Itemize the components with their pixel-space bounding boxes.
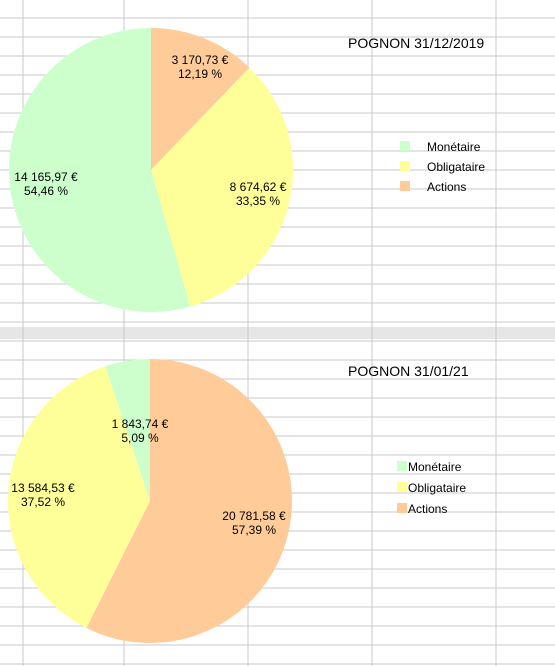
pie-slices xyxy=(7,359,292,643)
chart-title: POGNON 31/12/2019 xyxy=(348,35,484,51)
pie-slice-labels: 3 170,73 € 12,19 % 8 674,62 € 33,35 % 14… xyxy=(14,53,286,208)
legend-label-actions: Actions xyxy=(427,180,466,194)
pie-chart-2019-svg: POGNON 31/12/2019 3 170,73 € 12,19 % 8 6… xyxy=(9,28,485,312)
legend-label-actions: Actions xyxy=(408,502,447,516)
legend-swatch-obligataire xyxy=(400,161,410,171)
legend-label-obligataire: Obligataire xyxy=(427,160,485,174)
slice-value-label-obligataire: 13 584,53 € xyxy=(11,481,75,495)
pie-chart-2021-svg: POGNON 31/01/21 20 781,58 € 57,39 % 13 5… xyxy=(7,359,469,643)
legend-swatch-obligataire xyxy=(397,482,407,492)
legend-label-obligataire: Obligataire xyxy=(408,481,466,495)
pie-slice-obligataire[interactable] xyxy=(151,67,294,307)
pie-slice-labels: 20 781,58 € 57,39 % 13 584,53 € 37,52 % … xyxy=(11,417,286,537)
legend-label-monetaire: Monétaire xyxy=(427,140,481,154)
slice-value-label-monetaire: 1 843,74 € xyxy=(112,417,169,431)
pie-chart-2019[interactable]: POGNON 31/12/2019 3 170,73 € 12,19 % 8 6… xyxy=(0,0,555,326)
sheet-row-band xyxy=(0,327,555,339)
legend-swatch-actions xyxy=(397,503,407,513)
pie-slice-monetaire[interactable] xyxy=(9,28,191,312)
chart-title: POGNON 31/01/21 xyxy=(348,363,469,379)
slice-value-label-obligataire: 8 674,62 € xyxy=(230,180,287,194)
slice-value-label-actions: 3 170,73 € xyxy=(172,53,229,67)
slice-percent-label-actions: 12,19 % xyxy=(178,67,222,81)
legend-label-monetaire: Monétaire xyxy=(408,460,462,474)
legend-swatch-monetaire xyxy=(397,461,407,471)
pie-slice-monetaire[interactable] xyxy=(105,359,150,501)
slice-value-label-monetaire: 14 165,97 € xyxy=(14,170,78,184)
pie-slice-obligataire[interactable] xyxy=(7,366,150,628)
chart-legend: Monétaire Obligataire Actions xyxy=(400,140,485,194)
legend-swatch-actions xyxy=(400,181,410,191)
slice-percent-label-monetaire: 5,09 % xyxy=(121,431,159,445)
pie-chart-2021[interactable]: POGNON 31/01/21 20 781,58 € 57,39 % 13 5… xyxy=(0,340,555,660)
slice-percent-label-obligataire: 37,52 % xyxy=(21,495,65,509)
chart-legend: Monétaire Obligataire Actions xyxy=(397,460,466,516)
slice-value-label-actions: 20 781,58 € xyxy=(222,509,286,523)
pie-slices xyxy=(9,28,294,312)
slice-percent-label-obligataire: 33,35 % xyxy=(236,194,280,208)
pie-slice-actions[interactable] xyxy=(151,28,250,170)
legend-swatch-monetaire xyxy=(400,141,410,151)
slice-percent-label-actions: 57,39 % xyxy=(232,523,276,537)
slice-percent-label-monetaire: 54,46 % xyxy=(24,184,68,198)
pie-slice-actions[interactable] xyxy=(86,359,292,643)
